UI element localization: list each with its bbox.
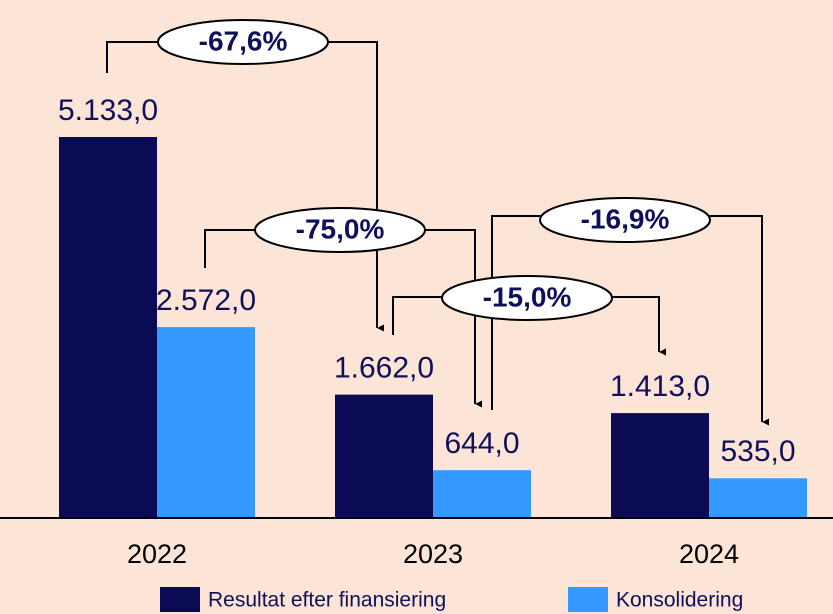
- bar: [335, 394, 433, 518]
- bar: [59, 137, 157, 518]
- x-tick-label: 2023: [403, 539, 463, 569]
- legend-label: Konsolidering: [616, 589, 743, 612]
- bar: [611, 413, 709, 518]
- bar: [433, 470, 531, 518]
- legend: Resultat efter finansiering Konsolidering: [160, 587, 743, 612]
- annotation: -15,0%: [441, 275, 613, 321]
- value-label: 2.572,0: [156, 284, 256, 317]
- x-tick-label: 2024: [679, 539, 739, 569]
- annotation-label: -67,6%: [199, 25, 288, 56]
- annotation: -67,6%: [157, 19, 329, 65]
- value-label: 644,0: [444, 427, 519, 460]
- value-label: 535,0: [720, 435, 795, 468]
- value-label: 1.413,0: [610, 370, 710, 403]
- legend-swatch: [568, 587, 608, 612]
- legend-label: Resultat efter finansiering: [208, 589, 446, 612]
- bar: [709, 478, 807, 518]
- annotation: -16,9%: [539, 197, 711, 243]
- annotation: -75,0%: [254, 207, 426, 253]
- annotation-label: -15,0%: [483, 281, 572, 312]
- value-label: 1.662,0: [334, 352, 434, 385]
- annotation-label: -16,9%: [581, 203, 670, 234]
- bar: [157, 327, 255, 518]
- legend-swatch: [160, 587, 200, 612]
- x-tick-label: 2022: [127, 539, 187, 569]
- bars: 5.133,0 2.572,0 2022 1.662,0 644,0 2023 1.413,…: [58, 94, 807, 569]
- annotation-label: -75,0%: [296, 213, 385, 244]
- value-label: 5.133,0: [58, 94, 158, 127]
